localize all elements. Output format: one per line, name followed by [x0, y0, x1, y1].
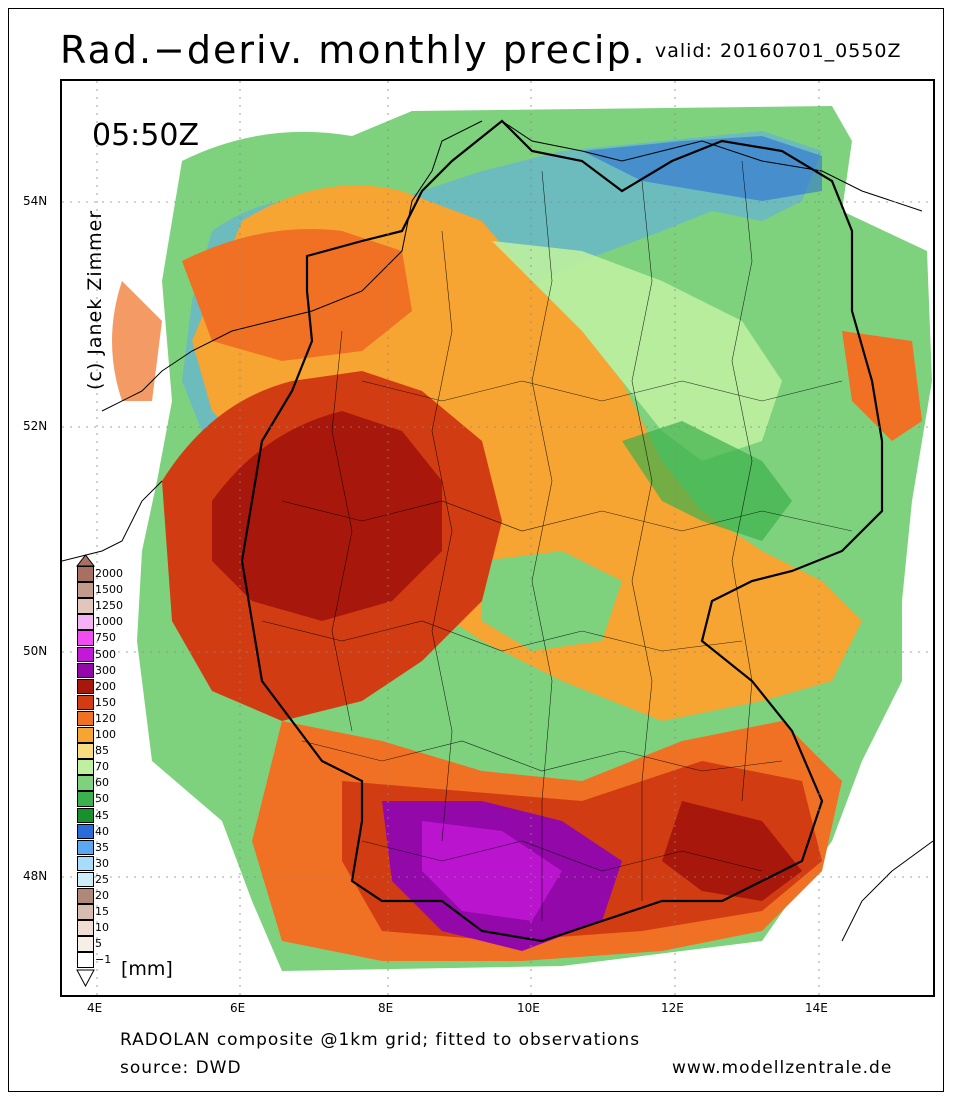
lat-label-54n: 54N [23, 194, 48, 208]
legend-level-label: 2000 [95, 567, 123, 580]
legend-level-label: 30 [95, 856, 109, 870]
legend-swatch [77, 855, 94, 872]
legend-swatch [77, 904, 94, 920]
legend-swatch [77, 920, 94, 936]
lon-label-8e: 8E [378, 1001, 394, 1015]
legend-level-label: 60 [95, 776, 109, 790]
legend-swatch [77, 791, 94, 807]
legend-swatch [77, 871, 94, 888]
legend-level-label: 200 [95, 679, 116, 693]
legend-level-label: 50 [95, 792, 109, 806]
legend-swatch [77, 662, 94, 679]
footer-website: www.modellzentrale.de [672, 1058, 893, 1078]
legend-swatch [77, 678, 94, 695]
legend-level-label: 10 [95, 921, 109, 935]
legend-swatch [77, 646, 94, 662]
legend-swatch [77, 823, 94, 840]
legend-level-label: 1250 [95, 599, 123, 613]
radar-coverage [112, 106, 932, 971]
legend-level-label: 45 [95, 808, 109, 822]
legend-level-label: 25 [95, 872, 109, 886]
legend-arrows [75, 554, 96, 988]
lon-label-4e: 4E [87, 1001, 103, 1015]
legend-level-label: 70 [95, 760, 109, 774]
legend-level-label: 300 [95, 663, 116, 677]
legend-swatch [77, 775, 94, 791]
legend-level-label: 1500 [95, 583, 123, 597]
color-legend: 2000 1500 1250 1000 750 500 300 200 150 120 100 85 7… [70, 553, 200, 990]
copyright-label: (c) Janek Zimmer [84, 209, 106, 390]
legend-level-label: 500 [95, 647, 116, 661]
lon-label-14e: 14E [805, 1001, 828, 1015]
legend-level-label: 100 [95, 728, 116, 741]
legend-level-label: 150 [95, 695, 116, 709]
legend-swatch [77, 614, 94, 630]
legend-swatch [77, 759, 94, 775]
legend-swatch [77, 743, 94, 759]
lon-label-12e: 12E [661, 1001, 684, 1015]
legend-swatch [77, 839, 94, 856]
district-borders [261, 160, 853, 921]
legend-swatch [77, 888, 94, 904]
legend-swatch [77, 630, 94, 646]
lat-label-50n: 50N [23, 644, 48, 658]
legend-level-label: 35 [95, 840, 109, 854]
legend-swatch [77, 598, 94, 614]
map-title: Rad.−deriv. monthly precip. [60, 28, 647, 72]
legend-level-label: 750 [95, 631, 116, 645]
legend-level-label: 20 [95, 889, 109, 902]
legend-swatch [77, 694, 94, 711]
map-panel [60, 79, 935, 997]
legend-swatch [77, 727, 94, 743]
legend-level-label: 120 [95, 711, 116, 725]
legend-level-label: 40 [95, 824, 109, 838]
time-label: 05:50Z [92, 118, 200, 153]
legend-level-label: 1000 [95, 615, 123, 629]
graticule [62, 81, 933, 995]
precip-map [62, 81, 933, 995]
legend-level-label: −1 [95, 953, 112, 967]
legend-swatch [77, 582, 94, 598]
legend-swatch [77, 952, 94, 968]
legend-swatch [77, 566, 94, 582]
legend-swatch [77, 807, 94, 823]
legend-swatch [77, 710, 94, 727]
country-border [240, 119, 884, 943]
valid-time: valid: 20160701_0550Z [655, 40, 902, 62]
lon-label-10e: 10E [517, 1001, 540, 1015]
lat-label-52n: 52N [23, 419, 48, 433]
legend-level-label: 15 [95, 905, 109, 919]
footer-line1: RADOLAN composite @1km grid; fitted to o… [120, 1030, 641, 1050]
legend-level-label: 5 [95, 937, 102, 951]
legend-unit: [mm] [121, 958, 173, 980]
coastlines [62, 120, 933, 942]
lon-label-6e: 6E [230, 1001, 246, 1015]
legend-level-label: 85 [95, 744, 109, 758]
lat-label-48n: 48N [23, 869, 48, 883]
footer-source: source: DWD [120, 1058, 242, 1078]
legend-swatch [77, 936, 94, 952]
